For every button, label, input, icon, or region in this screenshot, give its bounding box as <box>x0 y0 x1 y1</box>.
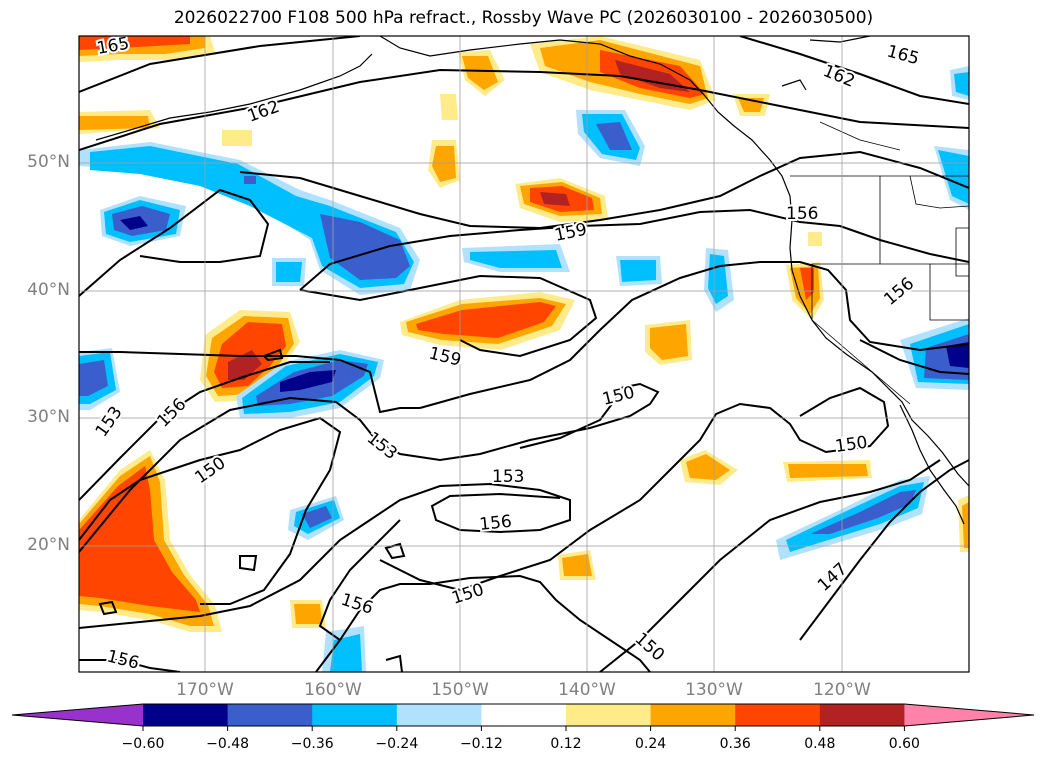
colorbar-segment <box>481 704 567 726</box>
graticule <box>79 36 969 672</box>
contour-label: 153 <box>363 428 401 464</box>
contour-label: 153 <box>92 403 127 441</box>
colorbar-tick-label: −0.24 <box>375 736 419 752</box>
lon-label: 150°W <box>431 680 489 700</box>
lat-label: 40°N <box>27 280 70 300</box>
colorbar-tick-label: −0.36 <box>290 736 334 752</box>
contour-label: 156 <box>153 394 190 431</box>
contour-label: 150 <box>631 629 669 666</box>
contour-label: 159 <box>427 343 463 370</box>
colorbar-segment <box>735 704 821 726</box>
colorbar-tick-label: 0.12 <box>550 736 582 752</box>
lon-label: 160°W <box>304 680 362 700</box>
colorbar-tick-label: 0.48 <box>804 736 836 752</box>
colorbar-tick-label: −0.12 <box>459 736 503 752</box>
contour-label: 150 <box>449 580 486 609</box>
contour-label: 162 <box>820 61 858 92</box>
coastline-north-america <box>95 36 969 525</box>
colorbar-segment <box>650 704 736 726</box>
lat-label: 20°N <box>27 535 70 555</box>
contour-label: 156 <box>880 274 918 310</box>
colorbar-tick-label: 0.36 <box>719 736 751 752</box>
contour-label: 165 <box>95 34 130 59</box>
lat-label: 30°N <box>27 407 70 427</box>
map-panel: 165 162 162 165 159 156 156 159 153 156 … <box>79 34 969 673</box>
colorbar <box>11 703 1035 731</box>
colorbar-segment <box>143 704 229 726</box>
lon-label: 140°W <box>558 680 616 700</box>
lat-label: 50°N <box>27 152 70 172</box>
colorbar-segment <box>312 704 398 726</box>
contour-label: 153 <box>492 467 524 487</box>
contour-label: 156 <box>478 512 512 535</box>
map-title: 2026022700 F108 500 hPa refract., Rossby… <box>173 8 874 28</box>
contour-label: 159 <box>553 220 589 246</box>
positive-anomaly-red <box>79 36 814 612</box>
contour-label: 150 <box>191 453 229 488</box>
lon-label: 130°W <box>685 680 743 700</box>
contour-lines <box>79 36 969 672</box>
colorbar-extend-high <box>904 704 1034 726</box>
colorbar-segment <box>566 704 652 726</box>
colorbar-segment <box>819 704 905 726</box>
colorbar-extend-low <box>12 704 143 726</box>
negative-anomaly-navy <box>120 216 969 392</box>
lon-label: 170°W <box>176 680 234 700</box>
contour-label: 150 <box>834 433 869 457</box>
colorbar-tick-label: 0.24 <box>635 736 667 752</box>
colorbar-tick-label: 0.60 <box>888 736 920 752</box>
colorbar-tick-label: −0.60 <box>121 736 165 752</box>
contour-label: 150 <box>600 383 636 410</box>
contour-label: 147 <box>814 559 852 596</box>
colorbar-segment <box>396 704 482 726</box>
map-frame <box>78 35 970 673</box>
contour-label: 156 <box>786 204 818 224</box>
colorbar-tick-label: −0.48 <box>206 736 250 752</box>
contour-label: 156 <box>105 646 141 673</box>
contour-label: 156 <box>338 590 375 619</box>
contour-label: 162 <box>245 97 282 127</box>
lon-label: 120°W <box>813 680 871 700</box>
contour-label: 165 <box>885 42 922 70</box>
colorbar-segment <box>227 704 313 726</box>
